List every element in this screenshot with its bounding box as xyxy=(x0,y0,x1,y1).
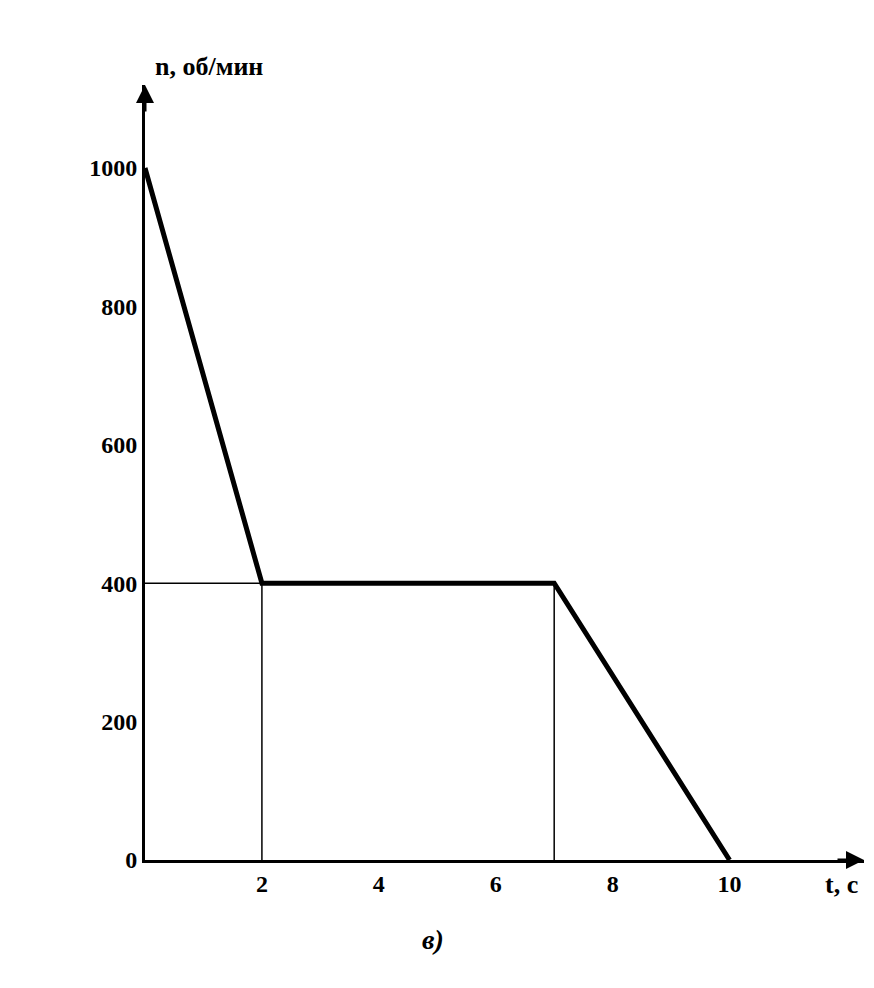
svg-text:4: 4 xyxy=(373,871,385,897)
svg-text:0: 0 xyxy=(125,847,137,873)
svg-text:200: 200 xyxy=(101,709,137,735)
svg-text:t, с: t, с xyxy=(825,870,858,899)
svg-text:8: 8 xyxy=(607,871,619,897)
svg-text:2: 2 xyxy=(256,871,268,897)
svg-text:1000: 1000 xyxy=(89,155,137,181)
svg-text:600: 600 xyxy=(101,432,137,458)
svg-text:400: 400 xyxy=(101,571,137,597)
svg-text:6: 6 xyxy=(490,871,502,897)
svg-text:10: 10 xyxy=(718,871,742,897)
svg-text:n, об/мин: n, об/мин xyxy=(155,52,263,81)
svg-text:800: 800 xyxy=(101,294,137,320)
svg-text:в): в) xyxy=(422,924,444,955)
